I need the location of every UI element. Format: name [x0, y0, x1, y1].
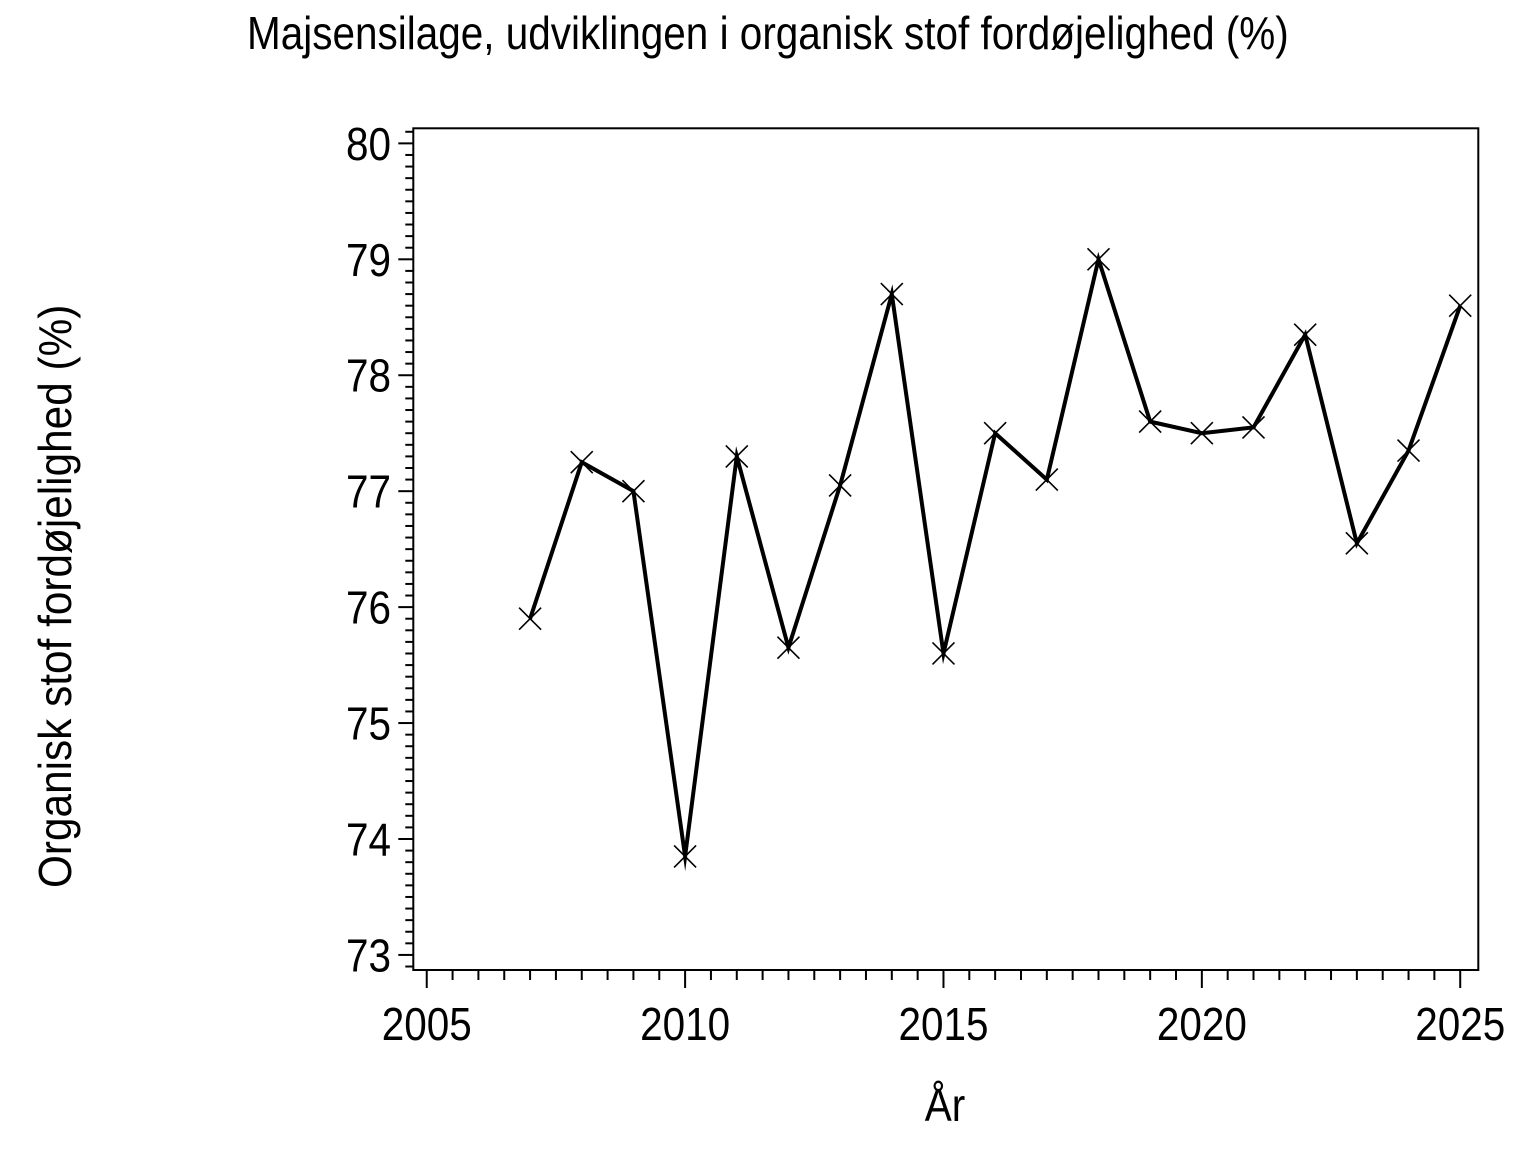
data-point-marker — [931, 641, 956, 666]
data-point-marker — [828, 473, 852, 497]
data-point-marker — [1086, 247, 1111, 271]
data-point-marker — [673, 844, 697, 868]
x-axis-tick-label: 2015 — [898, 1000, 988, 1051]
x-axis-title-text: År — [924, 1079, 966, 1131]
data-point-marker — [983, 421, 1007, 445]
y-axis-tick-label: 78 — [346, 351, 391, 402]
y-axis-tick-label: 79 — [346, 235, 391, 286]
x-axis-tick-label: 2025 — [1415, 1000, 1505, 1051]
chart-title-text: Majsensilage, udviklingen i organisk sto… — [247, 7, 1289, 59]
data-point-marker — [1190, 421, 1214, 445]
data-point-marker — [1293, 323, 1317, 347]
x-axis-tick-label: 2020 — [1157, 1000, 1247, 1051]
series-line — [528, 251, 1463, 872]
data-point-marker — [1396, 439, 1421, 463]
data-point-marker — [880, 282, 904, 306]
plot-frame — [412, 127, 1480, 972]
x-axis-title: År — [922, 1078, 968, 1133]
y-axis-tick-label: 73 — [346, 931, 391, 982]
y-axis-tick-label: 75 — [346, 699, 391, 750]
x-axis-tick-label: 2005 — [382, 1000, 472, 1051]
y-axis-tick-label: 77 — [346, 467, 391, 518]
chart-title: Majsensilage, udviklingen i organisk sto… — [0, 8, 1536, 59]
data-point-marker — [1448, 294, 1472, 318]
y-axis-tick-label: 74 — [346, 815, 391, 866]
data-point-marker — [776, 636, 801, 660]
data-point-marker — [1035, 468, 1059, 492]
data-point-marker — [570, 450, 594, 474]
data-point-marker — [725, 444, 749, 468]
data-point-marker — [1345, 531, 1369, 555]
data-point-marker — [1241, 415, 1266, 439]
data-point-marker — [1138, 410, 1162, 434]
y-axis-tick-label: 80 — [346, 120, 391, 171]
y-axis-tick-label: 76 — [346, 583, 391, 634]
x-axis-tick-label: 2010 — [640, 1000, 730, 1051]
data-point-marker — [518, 607, 542, 631]
data-point-marker — [621, 479, 645, 503]
